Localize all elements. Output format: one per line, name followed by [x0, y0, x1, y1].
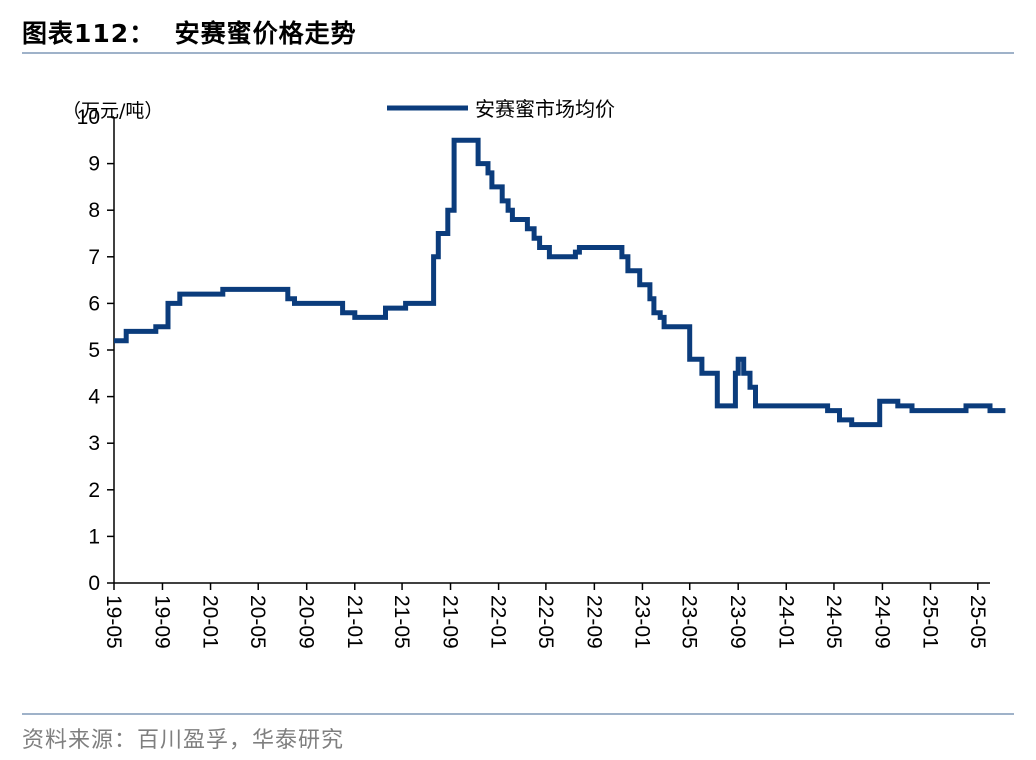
y-tick-label: 8 — [88, 199, 100, 222]
x-tick-label: 24-01 — [774, 595, 797, 649]
y-tick-label: 1 — [88, 525, 100, 548]
x-tick-label: 24-09 — [870, 595, 893, 649]
x-tick-label: 22-09 — [582, 595, 605, 649]
y-tick-label: 10 — [77, 106, 100, 129]
y-tick-label: 7 — [88, 246, 100, 269]
x-tick-label: 24-05 — [822, 595, 845, 649]
source-note: 资料来源：百川盈孚，华泰研究 — [22, 728, 345, 753]
y-tick-label: 4 — [88, 386, 100, 409]
y-tick-label: 6 — [88, 292, 100, 315]
x-tick-label: 22-05 — [534, 595, 557, 649]
y-tick-label: 5 — [88, 339, 100, 362]
x-tick-label: 21-01 — [343, 595, 366, 649]
x-tick-label: 21-09 — [439, 595, 462, 649]
top-rule — [22, 52, 1014, 54]
x-tick-label: 20-09 — [295, 595, 318, 649]
y-tick-label: 2 — [88, 479, 100, 502]
x-tick-label: 20-01 — [199, 595, 222, 649]
y-axis-ticks: 0 1 2 3 4 5 6 7 8 9 10 — [77, 106, 114, 595]
chart-axes — [113, 117, 990, 584]
legend: 安赛蜜市场均价 — [387, 97, 615, 121]
x-tick-label: 21-05 — [390, 595, 413, 649]
x-tick-label: 23-09 — [726, 595, 749, 649]
y-axis-unit-label: （万元/吨） — [62, 100, 163, 122]
bottom-rule — [22, 713, 1014, 715]
x-tick-label: 20-05 — [246, 595, 269, 649]
x-tick-label: 25-05 — [966, 595, 989, 649]
x-tick-label: 22-01 — [487, 595, 510, 649]
x-tick-label: 19-09 — [150, 595, 173, 649]
x-tick-label: 23-05 — [678, 595, 701, 649]
y-tick-label: 3 — [88, 432, 100, 455]
x-tick-label: 25-01 — [918, 595, 941, 649]
x-axis-ticks: 19-05 19-09 20-01 20-05 20-09 21-01 21-05 21-09… — [102, 583, 989, 649]
x-tick-label: 23-01 — [630, 595, 653, 649]
y-tick-label: 0 — [88, 572, 100, 595]
y-tick-label: 9 — [88, 153, 100, 176]
x-tick-label: 19-05 — [102, 595, 125, 649]
figure-title: 图表112： 安赛蜜价格走势 — [22, 19, 357, 48]
chart: 0 1 2 3 4 5 6 7 8 9 10 19-05 19-09 20-01 20-05 20-09 21… — [62, 97, 1006, 649]
series-line-acesulfame-price — [114, 137, 1006, 428]
legend-label: 安赛蜜市场均价 — [475, 97, 615, 121]
